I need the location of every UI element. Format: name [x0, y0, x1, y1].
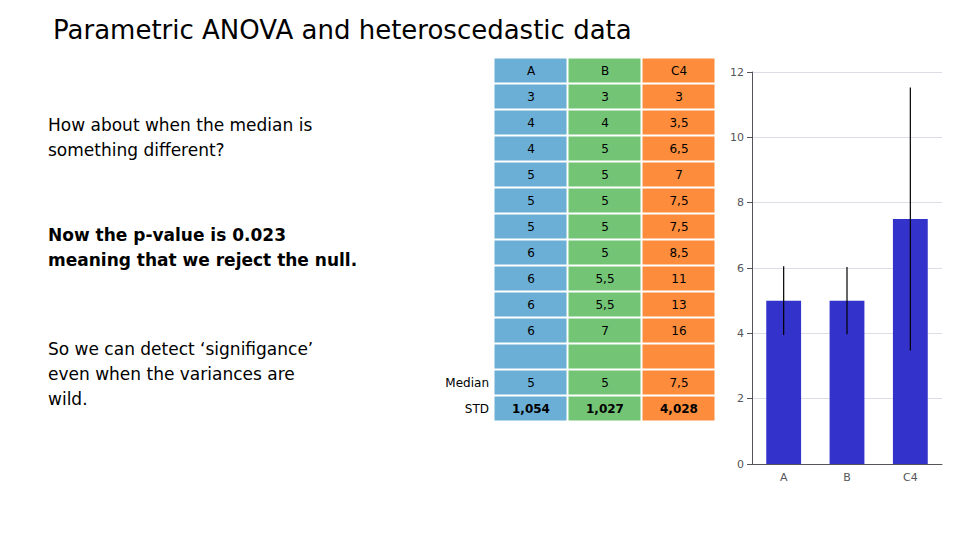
svg-text:8,5: 8,5 [669, 246, 688, 260]
svg-text:5,5: 5,5 [595, 298, 614, 312]
svg-text:1,054: 1,054 [512, 402, 550, 416]
svg-text:A: A [527, 64, 536, 78]
svg-text:7: 7 [675, 168, 683, 182]
svg-text:7,5: 7,5 [669, 220, 688, 234]
svg-text:10: 10 [730, 131, 744, 144]
svg-text:3: 3 [675, 90, 683, 104]
svg-text:7,5: 7,5 [669, 194, 688, 208]
svg-text:4: 4 [527, 142, 535, 156]
svg-text:6,5: 6,5 [669, 142, 688, 156]
svg-text:4: 4 [527, 116, 535, 130]
svg-text:5: 5 [601, 376, 609, 390]
svg-text:A: A [780, 471, 788, 484]
svg-text:5: 5 [527, 168, 535, 182]
svg-text:Now the p-value is 0.023: Now the p-value is 0.023 [48, 225, 286, 245]
svg-text:5: 5 [527, 376, 535, 390]
svg-text:13: 13 [671, 298, 686, 312]
svg-text:2: 2 [737, 392, 744, 405]
svg-text:How about when the median is: How about when the median is [48, 115, 312, 135]
svg-text:16: 16 [671, 324, 686, 338]
svg-text:5: 5 [527, 194, 535, 208]
svg-text:B: B [601, 64, 609, 78]
svg-text:12: 12 [730, 66, 744, 79]
svg-text:wild.: wild. [48, 389, 88, 409]
svg-text:3: 3 [527, 90, 535, 104]
svg-text:6: 6 [527, 246, 535, 260]
svg-text:5: 5 [601, 142, 609, 156]
svg-text:6: 6 [527, 324, 535, 338]
svg-text:7,5: 7,5 [669, 376, 688, 390]
svg-text:3: 3 [601, 90, 609, 104]
svg-text:So we can detect ‘signifigance: So we can detect ‘signifigance’ [48, 339, 313, 359]
svg-text:meaning that we reject the nul: meaning that we reject the null. [48, 250, 357, 270]
svg-text:Median: Median [445, 376, 489, 390]
svg-text:B: B [843, 471, 851, 484]
svg-text:0: 0 [737, 458, 744, 471]
svg-text:6: 6 [527, 272, 535, 286]
svg-text:7: 7 [601, 324, 609, 338]
svg-text:3,5: 3,5 [669, 116, 688, 130]
svg-text:something different?: something different? [48, 140, 225, 160]
svg-text:6: 6 [527, 298, 535, 312]
svg-text:4,028: 4,028 [660, 402, 698, 416]
svg-text:5,5: 5,5 [595, 272, 614, 286]
svg-text:STD: STD [465, 402, 489, 416]
svg-text:8: 8 [737, 196, 744, 209]
svg-text:6: 6 [737, 262, 744, 275]
svg-text:5: 5 [601, 246, 609, 260]
svg-text:even when the variances are: even when the variances are [48, 364, 295, 384]
svg-text:5: 5 [601, 168, 609, 182]
svg-text:5: 5 [527, 220, 535, 234]
svg-text:4: 4 [737, 327, 744, 340]
svg-text:5: 5 [601, 220, 609, 234]
svg-text:5: 5 [601, 194, 609, 208]
svg-text:Parametric ANOVA and heterosce: Parametric ANOVA and heteroscedastic dat… [53, 15, 632, 45]
svg-text:1,027: 1,027 [586, 402, 624, 416]
svg-text:4: 4 [601, 116, 609, 130]
svg-text:11: 11 [671, 272, 686, 286]
svg-text:C4: C4 [903, 471, 918, 484]
svg-text:C4: C4 [671, 64, 687, 78]
